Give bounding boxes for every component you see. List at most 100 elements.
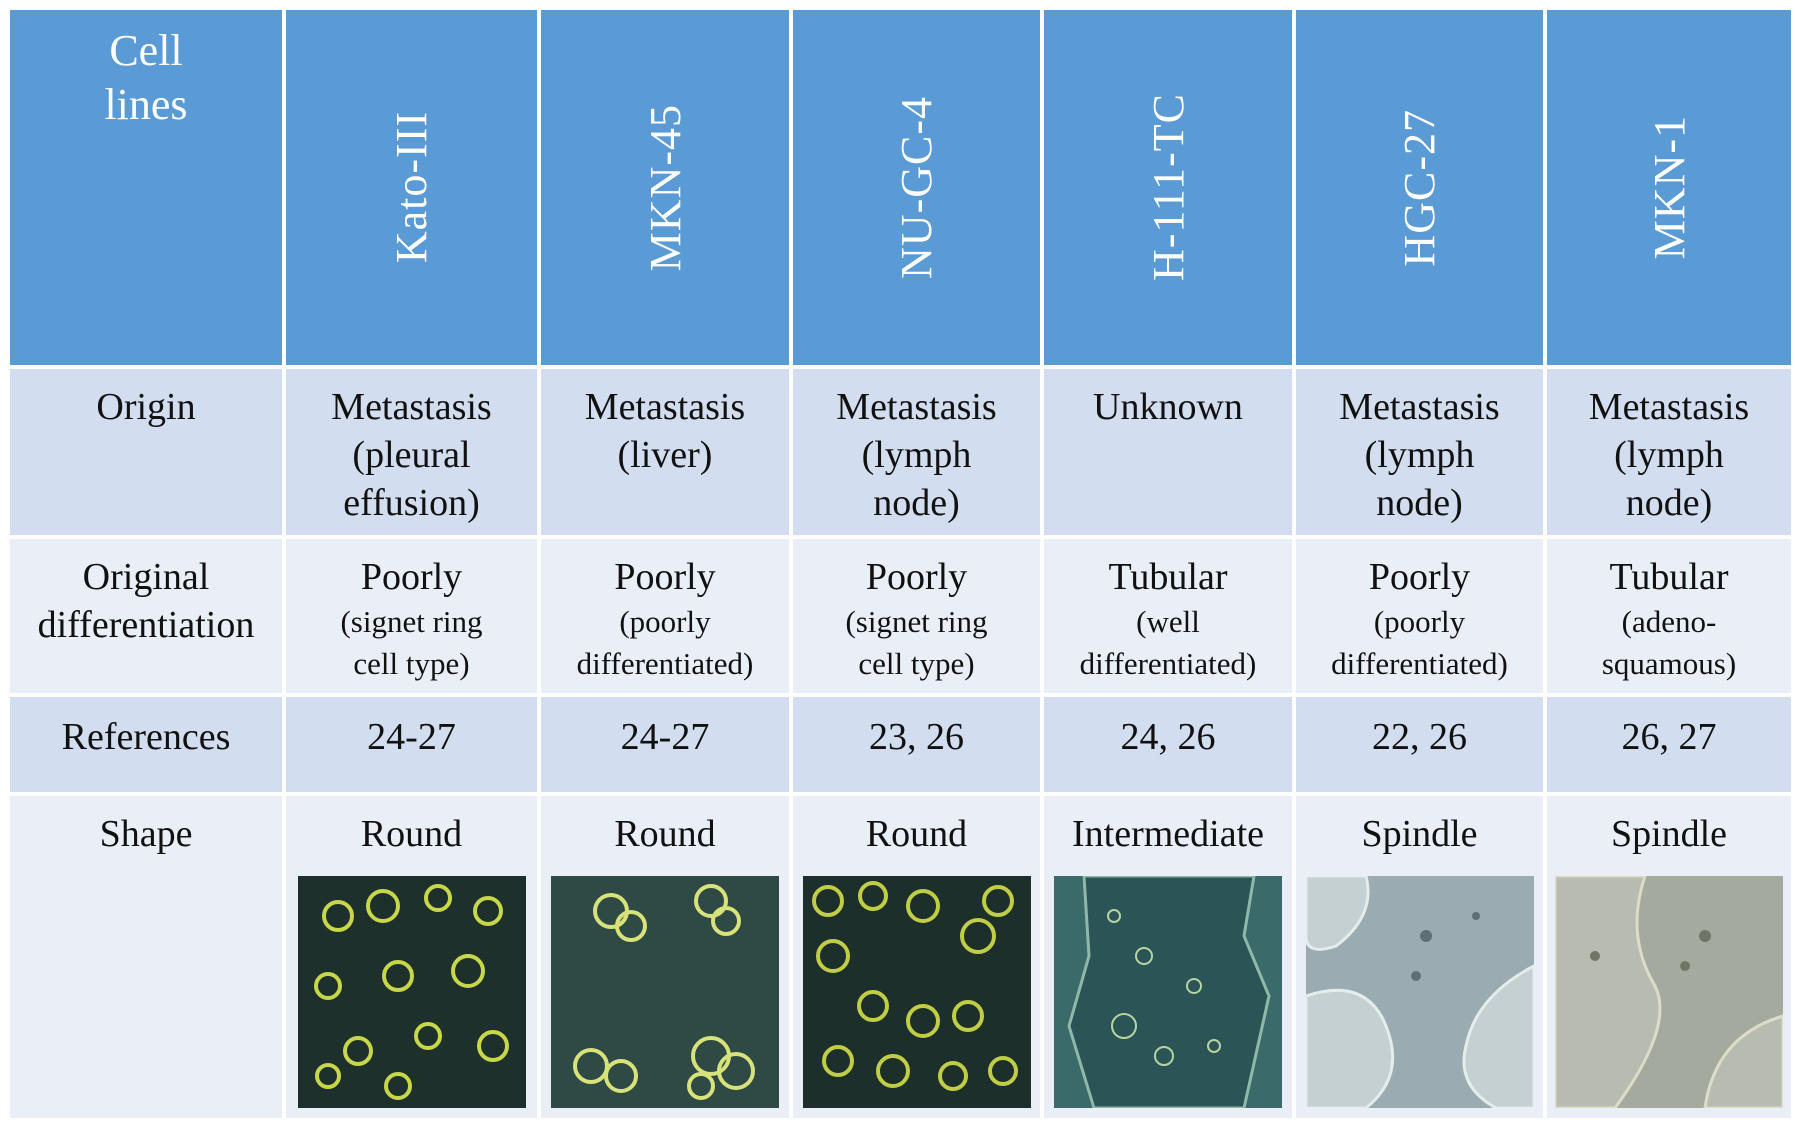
corner-line-1: Cell	[109, 26, 183, 75]
micrograph-image	[802, 876, 1031, 1108]
origin-line: node)	[1625, 482, 1713, 524]
differentiation-cell: Poorly (signet ring cell type)	[793, 539, 1040, 693]
shape-value: Round	[614, 813, 716, 855]
differentiation-detail: differentiated)	[1331, 646, 1508, 681]
differentiation-detail: differentiated)	[576, 646, 754, 681]
origin-cell: Metastasis (lymph node)	[1547, 369, 1791, 535]
origin-cell: Metastasis (lymph node)	[793, 369, 1040, 535]
differentiation-detail: (signet ring	[340, 604, 483, 639]
shape-value: Spindle	[1610, 813, 1728, 855]
cell-line-name: Kato-III	[387, 111, 436, 264]
reference-value: 22, 26	[1372, 716, 1467, 758]
micrograph-image	[1054, 876, 1282, 1108]
header-cell-line: MKN-45	[541, 10, 789, 365]
micrograph-image	[1305, 876, 1534, 1108]
row-label-text: References	[61, 716, 231, 758]
shape-value: Intermediate	[1071, 813, 1264, 855]
origin-line: effusion)	[343, 482, 480, 524]
origin-line: Metastasis	[1588, 386, 1750, 428]
header-cell-line: H-111-TC	[1044, 10, 1292, 365]
shape-cell: Round	[793, 796, 1040, 1118]
shape-value: Spindle	[1361, 813, 1478, 855]
shape-cell: Round	[541, 796, 789, 1118]
origin-line: Metastasis	[584, 386, 746, 428]
micrograph-image	[551, 876, 779, 1108]
shape-cell: Spindle	[1547, 796, 1791, 1118]
reference-cell: 26, 27	[1547, 697, 1791, 792]
origin-cell: Metastasis (pleural effusion)	[286, 369, 537, 535]
reference-cell: 23, 26	[793, 697, 1040, 792]
reference-value: 24, 26	[1120, 716, 1216, 758]
differentiation-main: Poorly	[614, 556, 716, 598]
differentiation-cell: Poorly (poorly differentiated)	[1296, 539, 1543, 693]
origin-cell: Metastasis (liver)	[541, 369, 789, 535]
origin-line: node)	[1376, 482, 1463, 524]
cell-line-name: MKN-1	[1644, 115, 1694, 260]
cell-line-name: NU-GC-4	[892, 96, 941, 279]
differentiation-detail: (adeno-	[1621, 604, 1717, 639]
row-label-differentiation: Original differentiation	[10, 539, 282, 693]
header-cell-line: NU-GC-4	[793, 10, 1040, 365]
differentiation-main: Tubular	[1108, 556, 1228, 598]
row-label-text: Origin	[96, 386, 196, 428]
reference-cell: 24-27	[541, 697, 789, 792]
shape-cell: Spindle	[1296, 796, 1543, 1118]
header-cell-line: MKN-1	[1547, 10, 1791, 365]
differentiation-main: Poorly	[1368, 556, 1471, 598]
reference-value: 24-27	[367, 716, 456, 758]
row-label-references: References	[10, 697, 282, 792]
reference-value: 23, 26	[869, 716, 964, 758]
micrograph-image	[297, 876, 526, 1108]
row-label-origin: Origin	[10, 369, 282, 535]
micrograph-image	[1555, 876, 1783, 1108]
origin-line: Metastasis	[1339, 386, 1500, 428]
origin-line: (lymph	[1614, 434, 1724, 476]
reference-cell: 24, 26	[1044, 697, 1292, 792]
differentiation-cell: Poorly (poorly differentiated)	[541, 539, 789, 693]
reference-cell: 24-27	[286, 697, 537, 792]
differentiation-detail: cell type)	[353, 646, 470, 681]
origin-line: Unknown	[1093, 386, 1243, 428]
origin-cell: Unknown	[1044, 369, 1292, 535]
cell-lines-table: Cell lines Kato-III MKN-45 NU-GC-4 H-111…	[10, 10, 1791, 1118]
differentiation-detail: (well	[1136, 604, 1200, 639]
origin-line: (lymph	[861, 434, 972, 476]
differentiation-main: Tubular	[1609, 556, 1729, 598]
row-label-shape: Shape	[10, 796, 282, 1118]
cell-line-name: MKN-45	[640, 103, 690, 272]
differentiation-detail: (poorly	[1373, 604, 1466, 639]
shape-value: Round	[360, 813, 463, 855]
corner-line-2: lines	[104, 80, 188, 129]
differentiation-main: Poorly	[360, 556, 463, 598]
reference-value: 26, 27	[1621, 716, 1717, 758]
origin-line: node)	[873, 482, 960, 524]
differentiation-detail: (signet ring	[845, 604, 988, 639]
differentiation-detail: differentiated)	[1079, 646, 1257, 681]
origin-line: (pleural	[352, 434, 471, 476]
origin-line: Metastasis	[836, 386, 997, 428]
header-corner: Cell lines	[10, 10, 282, 365]
header-cell-line: HGC-27	[1296, 10, 1543, 365]
origin-line: (lymph	[1364, 434, 1475, 476]
differentiation-detail: cell type)	[858, 646, 975, 681]
row-label-text: Original	[82, 556, 210, 598]
differentiation-detail: squamous)	[1601, 646, 1737, 681]
shape-value: Round	[865, 813, 968, 855]
differentiation-main: Poorly	[865, 556, 968, 598]
cell-line-name: H-111-TC	[1143, 93, 1193, 282]
reference-value: 24-27	[620, 716, 710, 758]
origin-line: Metastasis	[331, 386, 492, 428]
shape-cell: Round	[286, 796, 537, 1118]
cell-line-name: HGC-27	[1395, 108, 1444, 267]
differentiation-cell: Tubular (well differentiated)	[1044, 539, 1292, 693]
origin-line: (liver)	[617, 434, 713, 476]
header-cell-line: Kato-III	[286, 10, 537, 365]
row-label-text: differentiation	[37, 604, 255, 646]
reference-cell: 22, 26	[1296, 697, 1543, 792]
origin-cell: Metastasis (lymph node)	[1296, 369, 1543, 535]
differentiation-detail: (poorly	[619, 604, 711, 639]
differentiation-cell: Poorly (signet ring cell type)	[286, 539, 537, 693]
differentiation-cell: Tubular (adeno- squamous)	[1547, 539, 1791, 693]
shape-cell: Intermediate	[1044, 796, 1292, 1118]
row-label-text: Shape	[99, 813, 193, 855]
